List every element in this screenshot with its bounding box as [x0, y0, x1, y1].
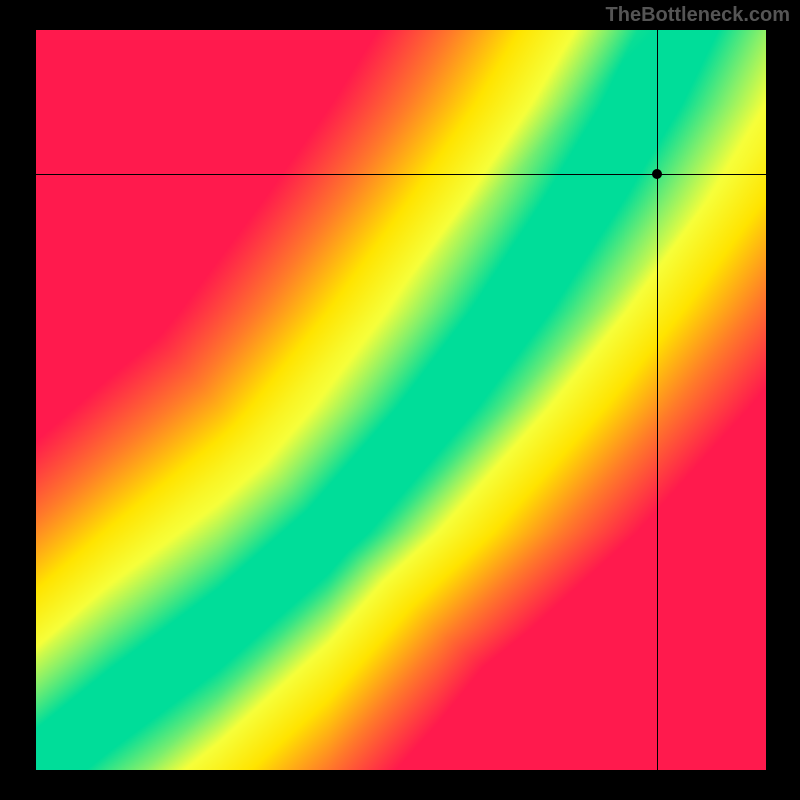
- crosshair-vertical: [657, 30, 658, 770]
- crosshair-marker: [652, 169, 662, 179]
- chart-area: [36, 30, 766, 770]
- watermark-text: TheBottleneck.com: [606, 4, 790, 27]
